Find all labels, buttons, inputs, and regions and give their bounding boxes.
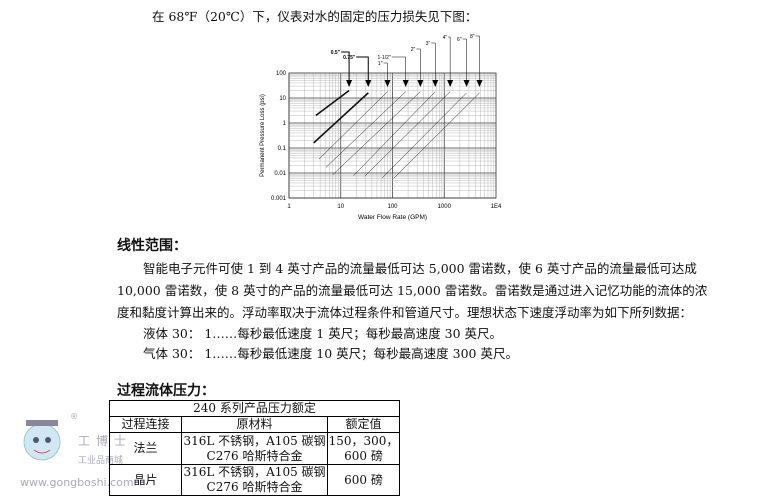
table-row: 晶片 316L 不锈钢，A105 碳钢 C276 哈斯特合金 600 磅 [109,464,400,496]
arrow-marker [402,80,409,87]
y-tick-label: 1 [283,121,287,127]
series-label: 0.75" [343,55,356,61]
series-label: 1" [378,61,383,67]
cell-rating: 150，300， 600 磅 [327,432,400,465]
pressure-heading: 过程流体压力： [117,383,215,399]
arrow-marker [432,80,439,87]
arrow-marker [447,80,454,87]
watermark-logo: 工博士 ® 工业品商城 www.gongboshi.com [14,410,164,500]
arrow-marker [476,80,483,87]
y-tick-label: 0.001 [271,196,287,202]
y-axis-label: Permanent Pressure Loss (psi) [260,94,266,177]
series-line [381,92,467,179]
series-label: 8" [470,34,475,40]
series-label: 0.5" [331,50,341,56]
rating-line: 150，300， [328,433,399,448]
leader-line [448,36,451,80]
x-tick-label: 1000 [438,204,452,210]
series-line [332,91,421,175]
registered-mark: ® [70,412,78,421]
paragraph-line: 10,000 雷诺数，使 8 英寸的产品的流量最低可达 15,000 雷诺数。雷… [117,283,708,298]
pressure-loss-chart: 1 10 100 1000 1E4 0.001 0.01 0.1 1 10 100 Water Flo… [260,34,502,221]
leader-line [431,42,436,80]
series-line [364,91,451,177]
cell-material: 316L 不锈钢，A105 碳钢 C276 哈斯特合金 [181,432,328,465]
leader-line [475,35,480,80]
series-line [315,89,350,117]
arrow-marker [384,80,391,87]
x-tick-label: 10 [337,204,344,210]
watermark-sub: 工业品商城 [78,456,124,466]
material-line: 316L 不锈钢，A105 碳钢 [183,433,326,448]
rating-line: 600 磅 [344,448,383,463]
y-tick-label: 0.01 [274,171,286,177]
watermark-url: www.gongboshi.com [20,476,134,489]
intro-text: 在 68℉（20℃）下，仪表对水的固定的压力损失见下图： [152,9,478,24]
arrow-marker [346,80,353,87]
leader-line [341,51,350,80]
series-line [313,92,369,144]
col-header: 原材料 [181,416,328,433]
y-tick-label: 10 [279,96,286,102]
cell-rating: 600 磅 [327,464,400,496]
leader-line [416,48,421,80]
liquid-rate: 液体 30： 1……每秒最低速度 1 英尺；每秒最高速度 30 英尺。 [143,326,503,341]
series-label: 4" [443,35,448,41]
y-tick-label: 100 [276,71,287,77]
leader-line [356,56,369,80]
table-row: 法兰 316L 不锈钢，A105 碳钢 C276 哈斯特合金 150，300， 60… [109,432,400,465]
cell-connection: 晶片 [109,464,182,496]
material-line: 316L 不锈钢，A105 碳钢 [183,465,326,479]
series-label: 6" [457,37,462,43]
paragraph-line: 智能电子元件可使 1 到 4 英寸产品的流量最低可达 5,000 雷诺数，使 6… [143,261,697,276]
plot-frame [288,72,497,199]
mascot-icon [23,420,61,461]
cell-connection: 法兰 [109,432,182,465]
x-tick-label: 1 [287,204,291,210]
series-line [318,91,388,160]
material-line: C276 哈斯特合金 [206,448,303,463]
series-line [353,91,436,176]
arrow-marker [365,80,372,87]
arrow-marker [463,80,470,87]
table-header: 过程连接 原材料 额定值 [109,416,400,433]
x-tick-label: 100 [387,204,398,210]
gas-rate: 气体 30： 1……每秒最低速度 10 英尺；每秒最高速度 300 英尺。 [143,346,518,361]
material-line: C276 哈斯特合金 [206,480,303,494]
x-axis-label: Water Flow Rate (GPM) [358,214,427,221]
series-label: 2" [411,47,416,53]
y-tick-label: 0.1 [278,146,287,152]
linear-heading: 线性范围： [117,238,187,254]
series-line [393,92,480,179]
series-label: 3" [426,41,431,47]
leader-line [383,62,388,80]
paragraph-line: 度和黏度计算出来的。浮动率取决于流体过程条件和管道尺寸。理想状态下速度浮动率为如… [117,305,693,320]
col-header: 额定值 [327,416,400,433]
leader-line [391,56,406,80]
series-label: 1-1/2" [378,55,391,61]
col-header: 过程连接 [109,416,182,433]
series-line [325,91,406,168]
leader-line [462,38,467,80]
cell-material: 316L 不锈钢，A105 碳钢 C276 哈斯特合金 [181,464,328,496]
table-title: 240 系列产品压力额定 [109,400,400,417]
arrow-marker [417,80,424,87]
x-tick-label: 1E4 [491,204,502,210]
pressure-rating-table: 240 系列产品压力额定 过程连接 原材料 额定值 法兰 316L 不锈钢，A1… [109,400,400,496]
